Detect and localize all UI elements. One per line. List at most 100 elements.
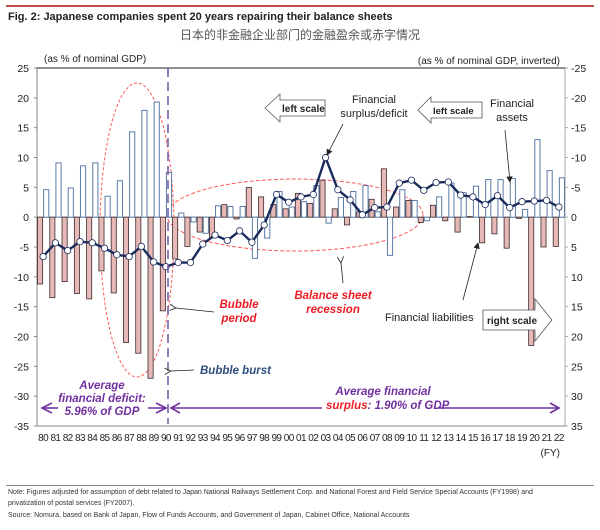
asset-bar [92,162,99,218]
x-tick-label: 19 [517,433,528,444]
asset-bar [558,177,566,218]
asset-bar [227,205,234,218]
bubble-period-pointer [176,308,215,313]
chart-subtitle: 日本的非金融企业部门的金融盈余或赤字情况 [179,28,420,42]
avg-deficit-arrows [40,402,168,414]
surplus-point [542,196,551,205]
x-tick-label: 81 [50,433,61,444]
right-tick-label: 20 [571,332,583,344]
liability-bar [123,216,129,343]
right-tick-label: 10 [571,272,583,284]
fin-assets-pointer [504,129,513,183]
liability-bar [245,186,252,218]
left-tick-label: 10 [17,153,29,165]
x-tick-label: 12 [431,433,442,444]
x-tick-label: 99 [271,433,282,444]
liability-bar [417,216,424,223]
right-tick-label: -25 [571,63,586,75]
x-tick-label: 11 [419,433,429,444]
liability-bar [73,216,80,294]
liability-bar [479,216,486,244]
surplus-point [493,192,502,200]
avg-deficit-label-3: 5.96% of GDP [65,406,140,418]
surplus-point [88,239,96,247]
liability-bar [515,216,522,219]
asset-bar [472,185,480,218]
surplus-point [395,179,403,187]
liability-bar [294,192,301,218]
fy-label: (FY) [541,448,560,459]
surplus-point [506,204,514,212]
liability-bar [147,216,154,379]
asset-bar [116,180,123,218]
x-tick-label: 17 [492,433,503,444]
left-scale-arrow-2: left scale [417,96,483,124]
liability-bar [344,216,351,226]
avg-deficit-label-2: financial deficit: [58,393,146,405]
surplus-point [174,258,182,267]
liability-bar [86,216,93,300]
x-tick-label: 02 [308,433,319,444]
liability-bar [454,216,461,233]
liability-bar [491,216,498,235]
surplus-point [76,238,84,246]
liability-bar [98,216,105,272]
asset-bar [362,185,369,218]
x-tick-label: 18 [505,433,516,444]
fin-surplus-label-1: Financial [352,94,396,106]
left-tick-label: 20 [17,93,29,105]
surplus-point [469,193,477,201]
x-tick-label: 96 [235,433,246,444]
liability-bar [552,216,559,247]
left-tick-labels: 25 20 15 10 5 0 -5 -10 -15 -20 -25 -30 -35 [14,63,37,433]
liability-bar [405,200,412,218]
left-axis-label: (as % of nominal GDP) [44,54,146,65]
surplus-point [321,153,330,162]
surplus-point [113,251,121,259]
right-tick-label: -5 [571,182,580,194]
surplus-point [358,211,366,219]
asset-bar [423,216,430,222]
fin-assets-label-1: Financial [490,98,534,110]
x-tick-label: 13 [443,433,454,444]
surplus-point [260,221,268,229]
asset-bar [436,196,443,218]
avg-surplus-arrows [169,402,561,414]
fin-liab-label: Financial liabilities [385,312,474,324]
left-tick-label: 25 [17,63,29,75]
x-tick-label: 15 [468,433,479,444]
x-tick-label: 20 [529,433,540,444]
asset-bar [386,216,394,256]
surplus-point [530,197,538,205]
x-tick-label: 83 [75,433,86,444]
liability-bar [380,168,387,218]
x-tick-label: 84 [87,433,98,444]
x-tick-label: 16 [480,433,491,444]
asset-bar [301,201,308,218]
avg-surplus-value: : 1.90% of GDP [368,400,450,412]
fin-surplus-pointer [326,123,344,156]
liability-bar [233,216,240,220]
avg-surplus-word: surplus [326,400,368,412]
liability-bar [221,204,228,218]
surplus-point [309,190,317,199]
x-tick-label: 88 [136,433,147,444]
liability-bar [319,179,326,218]
asset-bar [239,205,246,218]
x-tick-label: 87 [124,433,135,444]
x-tick-label: 08 [382,433,393,444]
liability-bar [258,196,265,218]
avg-surplus-label-1: Average financial [334,386,431,398]
avg-deficit-label-1: Average [78,380,125,392]
surplus-point [211,231,219,239]
x-tick-label: 89 [149,433,160,444]
x-tick-label: 06 [357,433,368,444]
chart-title: Fig. 2: Japanese companies spent 20 year… [8,11,393,23]
x-tick-label: 90 [161,433,172,444]
asset-bar [288,206,295,218]
surplus-point [236,227,244,235]
surplus-point [371,204,379,212]
asset-bar [522,208,529,218]
right-tick-label: -20 [571,93,586,105]
surplus-point [297,193,305,201]
